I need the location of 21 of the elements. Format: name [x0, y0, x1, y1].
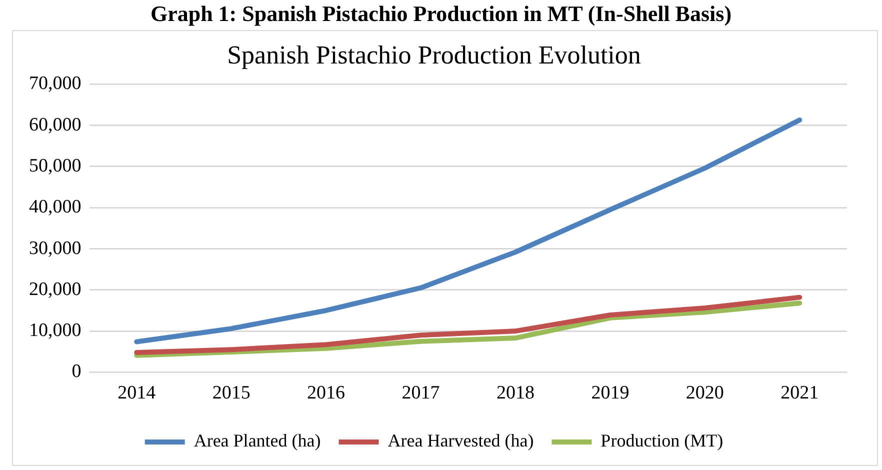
y-tick-label: 20,000: [29, 278, 82, 300]
x-tick-label: 2015: [212, 382, 250, 404]
y-tick-label: 10,000: [29, 320, 82, 342]
y-tick-label: 0: [72, 361, 82, 382]
x-tick-label: 2014: [118, 382, 156, 404]
x-tick-label: 2016: [307, 382, 346, 404]
chart-subtitle: Spanish Pistachio Production Evolution: [227, 40, 641, 70]
y-tick-label: 50,000: [29, 155, 82, 176]
x-tick-label: 2020: [686, 382, 724, 404]
chart-title: Graph 1: Spanish Pistachio Production in MT (In-Shell Basis): [149, 0, 733, 28]
y-tick-label: 30,000: [29, 238, 82, 259]
y-tick-label: 60,000: [29, 114, 82, 136]
x-tick-label: 2021: [780, 382, 819, 404]
y-tick-label: 40,000: [29, 196, 82, 218]
x-tick-label: 2017: [402, 382, 440, 404]
legend-label: Area Harvested (ha): [388, 430, 534, 451]
y-tick-label: 70,000: [29, 73, 82, 94]
x-tick-label: 2019: [591, 382, 630, 404]
legend-label: Production (MT): [600, 430, 724, 451]
x-tick-label: 2018: [496, 382, 534, 404]
legend-label: Area Planted (ha): [194, 430, 321, 451]
